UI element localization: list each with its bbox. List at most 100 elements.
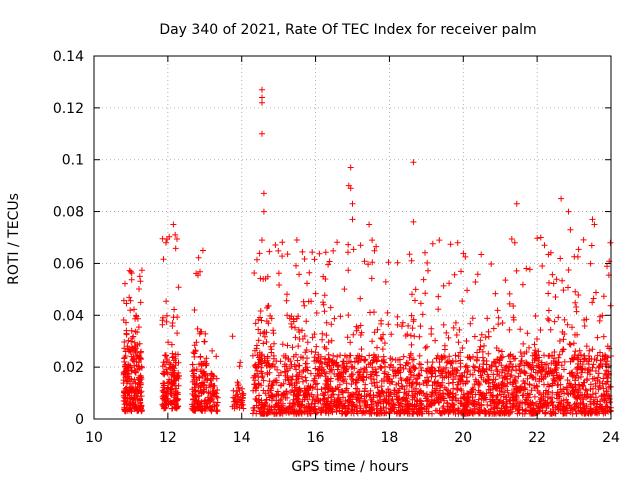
data-point (596, 410, 603, 416)
data-point (326, 363, 333, 369)
data-point (544, 391, 551, 398)
data-point (446, 280, 453, 287)
data-point (353, 327, 360, 334)
data-point (327, 304, 334, 311)
data-point (313, 343, 320, 350)
data-point (428, 364, 435, 371)
data-point (478, 395, 485, 402)
data-point (325, 394, 332, 401)
data-point (193, 399, 200, 406)
data-point (345, 397, 352, 404)
data-point (342, 376, 348, 383)
data-point (133, 312, 139, 319)
data-point (455, 353, 462, 360)
data-point (294, 371, 301, 378)
data-point (190, 372, 197, 379)
data-point (498, 348, 505, 355)
data-point (284, 342, 291, 349)
data-point (526, 266, 533, 273)
data-point (496, 410, 503, 417)
data-point (539, 263, 546, 269)
data-point (506, 290, 513, 297)
data-point (191, 307, 198, 313)
data-point (536, 354, 543, 361)
data-point (581, 317, 588, 323)
data-point (369, 237, 376, 244)
grid-lines (94, 56, 611, 419)
data-point (553, 276, 560, 283)
data-point (257, 314, 264, 321)
data-point (311, 377, 318, 384)
data-point (397, 375, 404, 382)
data-point (325, 261, 332, 268)
data-point (605, 392, 612, 399)
data-point (270, 327, 277, 334)
data-point (292, 334, 299, 341)
data-point (137, 355, 143, 362)
data-point (417, 397, 424, 404)
data-point (381, 378, 387, 385)
data-point (322, 373, 329, 380)
data-point (260, 190, 267, 197)
data-point (503, 365, 510, 371)
data-point (489, 397, 496, 404)
data-point (593, 357, 600, 364)
data-point (374, 384, 381, 391)
data-point (175, 372, 182, 379)
data-point (374, 405, 381, 412)
data-point (210, 399, 217, 406)
data-point (380, 353, 387, 360)
data-point (254, 367, 261, 374)
data-point (168, 379, 175, 386)
data-point (526, 381, 533, 388)
data-point (555, 354, 562, 361)
data-point (538, 394, 544, 401)
data-point (255, 337, 262, 344)
data-point (342, 410, 349, 417)
data-point (429, 410, 435, 417)
data-point (266, 369, 273, 376)
data-point (560, 346, 566, 353)
data-point (410, 316, 417, 323)
data-point (596, 317, 603, 324)
data-point (579, 361, 586, 368)
y-tick-labels: 0 0.02 0.04 0.06 0.08 0.1 0.12 0.14 (53, 49, 84, 428)
data-point (316, 250, 323, 257)
data-point (301, 302, 308, 309)
data-point (400, 365, 407, 372)
data-point (449, 397, 456, 404)
data-point (549, 402, 556, 409)
data-point (589, 216, 596, 223)
data-point (201, 338, 208, 345)
data-point (472, 376, 479, 383)
data-point (131, 306, 137, 313)
data-point (319, 330, 326, 337)
data-point (311, 256, 318, 263)
data-point (378, 410, 384, 417)
data-point (236, 363, 243, 370)
data-point (257, 308, 264, 314)
data-point (429, 359, 436, 366)
data-point (378, 317, 385, 324)
data-point (357, 242, 364, 249)
data-point (191, 380, 198, 387)
data-point (600, 410, 607, 417)
data-point (369, 398, 376, 405)
data-point (260, 208, 267, 215)
data-point (258, 317, 265, 324)
data-point (602, 395, 609, 402)
data-point (420, 276, 427, 283)
data-point (278, 382, 285, 388)
data-point (503, 404, 510, 411)
data-point (124, 343, 131, 350)
data-point (577, 408, 584, 415)
data-point (479, 354, 486, 361)
data-point (417, 323, 424, 330)
data-point (293, 392, 300, 399)
data-point (580, 383, 587, 390)
data-point (279, 239, 286, 246)
data-point (268, 346, 275, 353)
data-point (347, 339, 354, 346)
data-point (308, 348, 315, 355)
data-point (435, 293, 442, 300)
